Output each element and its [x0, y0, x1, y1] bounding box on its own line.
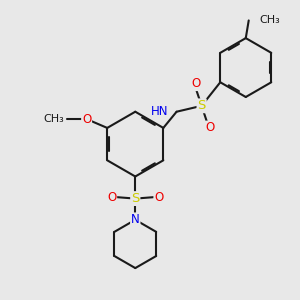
Text: O: O: [191, 77, 200, 90]
Text: S: S: [131, 192, 140, 205]
Text: N: N: [131, 213, 140, 226]
Text: O: O: [154, 190, 164, 204]
Text: HN: HN: [151, 105, 168, 118]
Text: O: O: [206, 122, 215, 134]
Text: O: O: [107, 190, 116, 204]
Text: O: O: [82, 112, 91, 126]
Text: S: S: [197, 99, 206, 112]
Text: CH₃: CH₃: [259, 15, 280, 26]
Text: CH₃: CH₃: [44, 114, 64, 124]
